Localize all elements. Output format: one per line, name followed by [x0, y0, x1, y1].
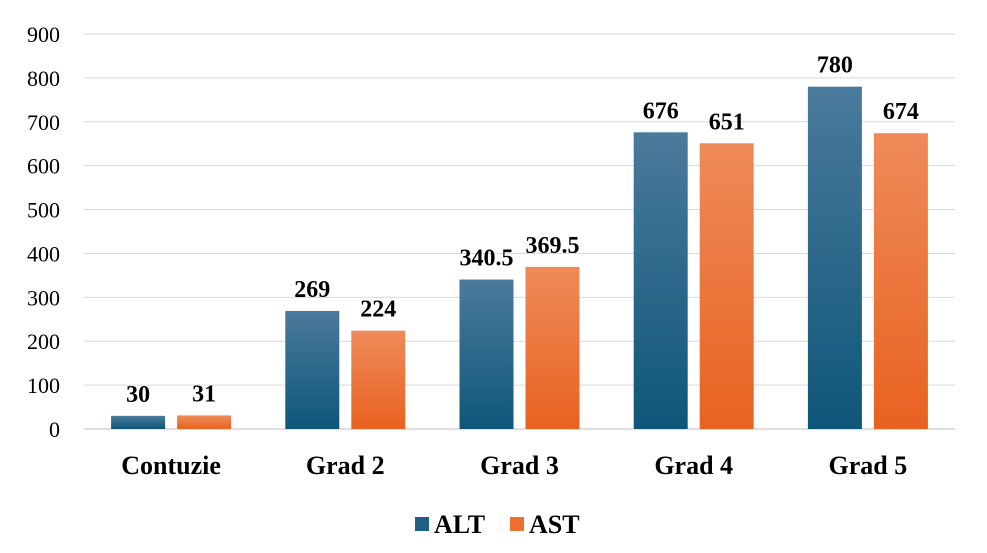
bar-ast-1	[351, 330, 406, 429]
bar-alt-3	[633, 132, 688, 430]
legend-swatch-alt	[415, 517, 429, 531]
x-category-label: Grad 4	[654, 451, 733, 480]
y-tick-label: 0	[49, 417, 60, 442]
bar-ast-3	[699, 143, 754, 430]
bar-ast-2	[525, 266, 580, 429]
bar-alt-4	[807, 86, 862, 430]
x-category-label: Grad 3	[480, 451, 559, 480]
legend: ALT AST	[415, 510, 580, 539]
data-label-ast: 224	[360, 297, 396, 323]
data-label-ast: 651	[709, 109, 745, 135]
bar-alt-1	[285, 310, 340, 429]
x-category-label: Grad 5	[829, 451, 908, 480]
data-label-alt: 30	[126, 382, 150, 408]
y-tick-label: 500	[27, 198, 60, 223]
bar-alt-0	[111, 415, 166, 429]
bar-ast-4	[873, 133, 928, 429]
x-category-label: Contuzie	[121, 451, 221, 480]
legend-label-ast: AST	[529, 510, 580, 539]
gridlines	[84, 33, 955, 430]
data-label-alt: 269	[294, 277, 330, 303]
data-label-alt: 340.5	[460, 246, 514, 272]
data-label-alt: 780	[817, 53, 853, 79]
data-label-ast: 674	[883, 99, 919, 125]
y-tick-label: 800	[27, 66, 60, 91]
data-labels: 30 31 269 224 340.5 369.5 676 651 780 674	[126, 53, 919, 408]
legend-label-alt: ALT	[434, 510, 485, 539]
bar-ast-0	[177, 415, 232, 429]
y-tick-label: 400	[27, 241, 60, 266]
y-tick-label: 600	[27, 154, 60, 179]
data-label-alt: 676	[643, 98, 679, 124]
x-category-label: Grad 2	[306, 451, 385, 480]
bar-alt-2	[459, 279, 514, 429]
data-label-ast: 369.5	[526, 233, 580, 259]
bars	[111, 86, 928, 430]
y-axis: 0 100 200 300 400 500 600 700 800 900	[27, 22, 60, 442]
y-tick-label: 100	[27, 373, 60, 398]
y-tick-label: 900	[27, 22, 60, 47]
x-axis: Contuzie Grad 2 Grad 3 Grad 4 Grad 5	[121, 451, 907, 480]
y-tick-label: 700	[27, 110, 60, 135]
data-label-ast: 31	[192, 381, 216, 407]
legend-swatch-ast	[510, 517, 524, 531]
y-tick-label: 300	[27, 285, 60, 310]
y-tick-label: 200	[27, 329, 60, 354]
